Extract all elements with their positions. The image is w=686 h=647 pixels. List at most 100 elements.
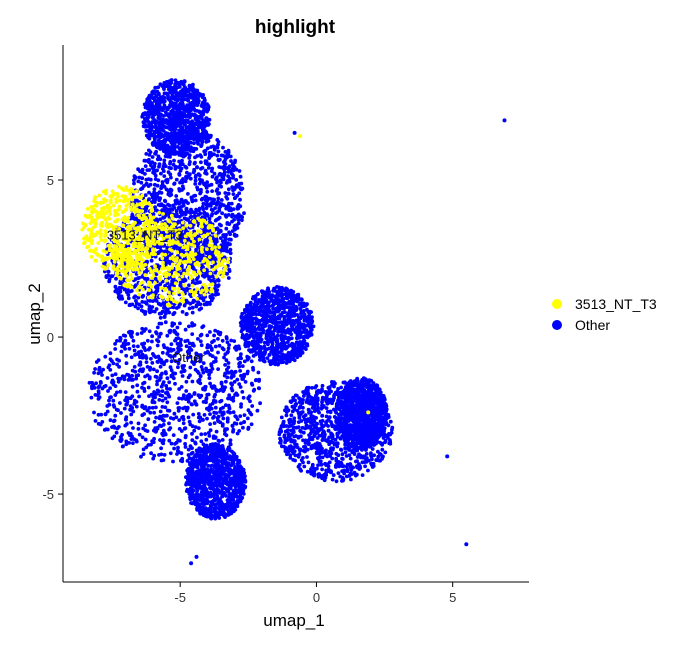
data-point — [191, 89, 195, 94]
data-point — [180, 310, 185, 314]
data-point — [155, 382, 159, 387]
data-point — [158, 245, 163, 250]
data-point — [140, 300, 145, 304]
data-point — [183, 200, 188, 204]
data-point — [221, 411, 226, 416]
data-point — [117, 425, 121, 429]
data-point — [173, 442, 177, 446]
data-point — [163, 110, 168, 115]
data-point — [155, 286, 160, 291]
data-point — [190, 424, 195, 429]
data-point — [142, 412, 147, 416]
data-point — [180, 143, 185, 148]
data-point — [135, 383, 140, 388]
data-point — [196, 212, 201, 217]
data-point — [199, 393, 204, 398]
data-point — [209, 207, 214, 212]
data-point — [167, 105, 171, 110]
data-point — [153, 177, 158, 182]
data-point — [143, 348, 148, 352]
data-point — [173, 199, 178, 203]
data-point — [213, 405, 218, 410]
data-point — [94, 381, 98, 386]
data-point — [127, 441, 131, 445]
data-point — [231, 168, 236, 173]
data-point — [238, 197, 242, 202]
data-point — [125, 397, 129, 402]
data-point — [188, 462, 193, 467]
data-point — [233, 195, 238, 200]
data-point — [225, 498, 230, 502]
data-point — [131, 344, 136, 348]
data-point — [142, 121, 147, 126]
data-point — [150, 90, 155, 94]
data-point — [228, 247, 233, 252]
data-point — [237, 169, 242, 173]
data-point — [201, 485, 205, 490]
data-point — [158, 364, 163, 369]
data-point — [219, 198, 224, 202]
data-point — [267, 352, 272, 357]
data-point — [205, 302, 209, 307]
data-point — [111, 403, 116, 407]
data-point — [150, 361, 155, 365]
data-point — [210, 443, 215, 447]
data-point — [216, 149, 221, 154]
data-point — [175, 325, 180, 330]
data-point — [148, 182, 153, 187]
data-point — [223, 363, 228, 367]
data-point — [186, 108, 191, 113]
data-point — [250, 404, 255, 408]
data-point — [152, 436, 157, 441]
data-point — [198, 333, 203, 338]
data-point — [241, 373, 246, 377]
data-point — [215, 180, 220, 185]
data-point — [237, 481, 242, 486]
data-point — [238, 186, 243, 191]
data-point — [190, 402, 194, 407]
data-point — [178, 110, 182, 114]
data-point — [176, 85, 181, 89]
data-point — [206, 463, 211, 468]
data-point — [223, 452, 228, 457]
data-point — [179, 197, 184, 202]
data-point — [157, 117, 162, 121]
data-point — [154, 405, 158, 410]
data-point — [177, 418, 182, 422]
data-point — [164, 358, 169, 363]
data-point — [181, 414, 186, 419]
data-point — [146, 347, 151, 352]
data-point — [217, 439, 222, 443]
data-point — [204, 366, 209, 371]
data-point — [134, 404, 139, 409]
data-point — [206, 350, 211, 355]
data-point — [111, 398, 116, 403]
data-point — [241, 395, 246, 400]
data-point — [233, 223, 237, 228]
data-point — [162, 174, 167, 179]
data-point — [235, 205, 240, 209]
data-point — [217, 183, 222, 188]
data-point — [199, 439, 204, 444]
data-point — [222, 457, 227, 461]
data-point — [233, 158, 238, 163]
data-point — [227, 269, 232, 273]
data-point — [216, 490, 221, 494]
data-point — [140, 167, 145, 172]
data-point — [216, 331, 221, 336]
data-point — [160, 371, 164, 376]
data-point — [216, 140, 221, 144]
data-point — [234, 391, 239, 396]
data-point — [195, 369, 200, 374]
data-point — [208, 422, 213, 426]
data-point — [158, 217, 163, 222]
data-point — [208, 428, 213, 433]
data-point — [180, 184, 185, 189]
data-point — [191, 123, 195, 128]
data-point — [192, 141, 196, 146]
data-point — [232, 339, 237, 343]
data-point — [149, 132, 154, 137]
data-point — [160, 108, 165, 113]
data-point — [196, 337, 200, 341]
data-point — [196, 123, 201, 128]
